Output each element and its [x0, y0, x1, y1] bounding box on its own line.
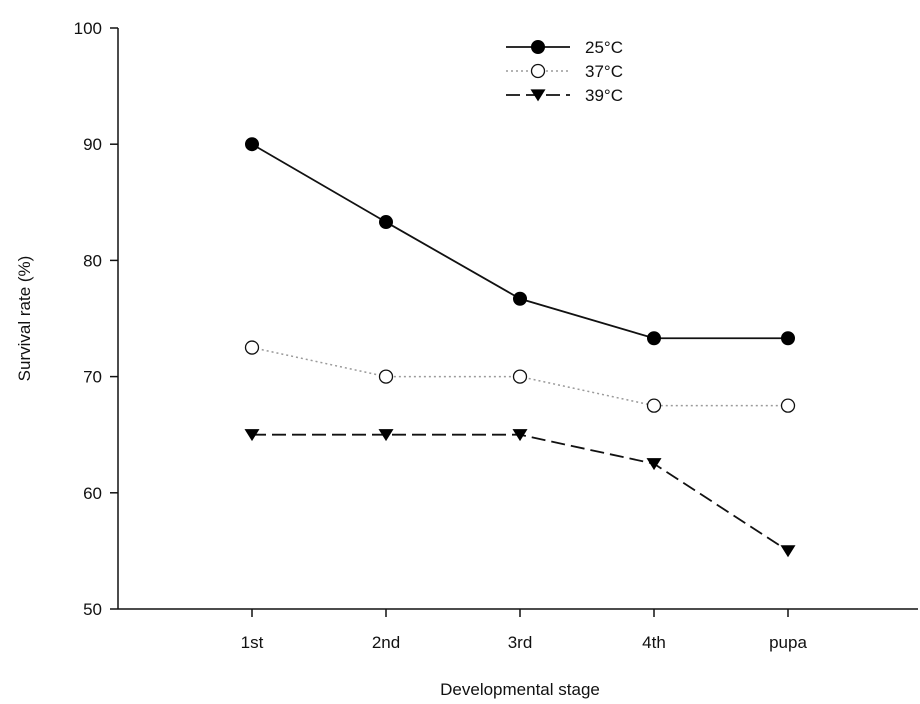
data-point — [245, 137, 259, 152]
x-ticks: 1st 2nd 3rd 4th pupa — [241, 609, 807, 652]
legend-marker — [531, 40, 545, 54]
data-point — [512, 369, 528, 384]
legend-label: 39°C — [585, 86, 623, 105]
data-point — [379, 215, 393, 230]
legend-label: 37°C — [585, 62, 623, 81]
legend-item: 37°C — [506, 62, 623, 81]
legend-item: 39°C — [506, 86, 623, 105]
legend-marker — [530, 89, 546, 102]
series-layer — [244, 137, 796, 558]
data-point — [780, 398, 796, 413]
y-tick-label: 100 — [74, 19, 102, 38]
x-tick-label: 3rd — [508, 633, 533, 652]
data-point — [244, 429, 260, 442]
y-tick-label: 50 — [83, 600, 102, 619]
data-point — [378, 369, 394, 384]
legend-label: 25°C — [585, 38, 623, 57]
x-tick-label: pupa — [769, 633, 807, 652]
data-point — [646, 398, 662, 413]
data-point — [781, 331, 795, 346]
series-0 — [245, 137, 795, 346]
series-1 — [244, 340, 796, 413]
x-tick-label: 1st — [241, 633, 264, 652]
series-line — [252, 433, 789, 552]
y-tick-label: 80 — [83, 251, 102, 270]
y-tick-label: 90 — [83, 135, 102, 154]
axes — [117, 28, 918, 610]
data-point — [512, 429, 528, 442]
x-axis-title: Developmental stage — [440, 680, 600, 699]
x-tick-label: 2nd — [372, 633, 400, 652]
data-point — [646, 458, 662, 471]
series-2 — [244, 429, 796, 558]
legend-item: 25°C — [506, 38, 623, 57]
y-axis-title: Survival rate (%) — [15, 256, 34, 382]
legend: 25°C 37°C 39°C — [506, 38, 623, 105]
data-point — [780, 545, 796, 558]
series-line — [251, 143, 788, 340]
y-tick-label: 70 — [83, 368, 102, 387]
data-point — [378, 429, 394, 442]
legend-marker — [530, 63, 546, 79]
x-tick-label: 4th — [642, 633, 666, 652]
data-point — [647, 331, 661, 346]
data-point — [244, 340, 260, 355]
data-point — [513, 291, 527, 306]
y-ticks: 50 60 70 80 90 100 — [74, 19, 118, 619]
y-tick-label: 60 — [83, 484, 102, 503]
